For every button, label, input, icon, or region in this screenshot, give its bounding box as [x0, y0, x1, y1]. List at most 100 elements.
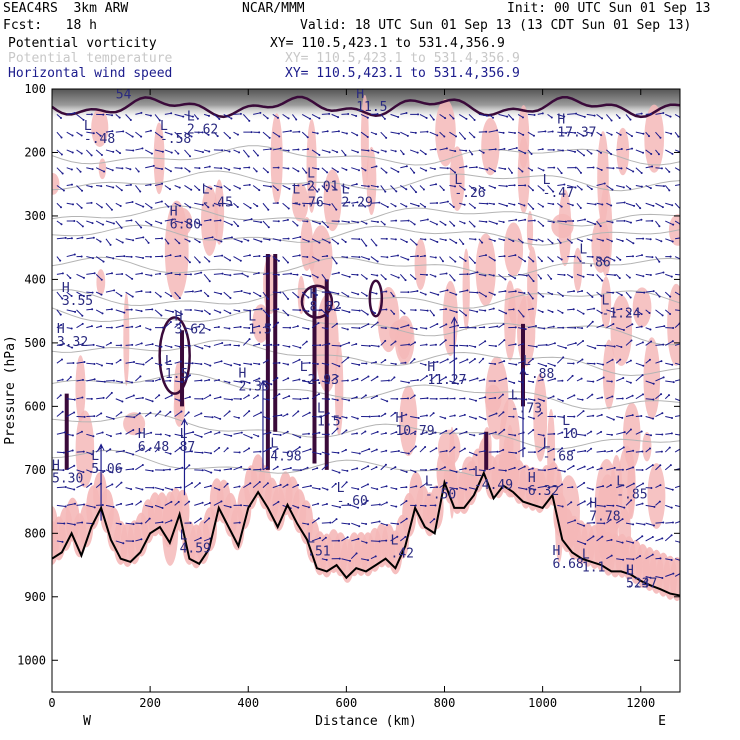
wind-vector	[458, 448, 466, 453]
wind-vector	[596, 274, 603, 281]
wind-vector	[655, 376, 664, 382]
wind-vector-head	[514, 254, 517, 257]
wind-vector	[242, 338, 250, 346]
wind-vector	[76, 343, 83, 346]
x-tick-label: 1200	[626, 696, 655, 710]
wind-vector	[351, 504, 359, 509]
wind-vector-head	[93, 272, 96, 275]
wind-vector	[596, 113, 603, 119]
wind-vector-head	[648, 447, 651, 450]
wind-vector-head	[581, 358, 584, 361]
wind-vector	[674, 558, 680, 561]
pv-fill-blob	[96, 269, 106, 296]
wind-vector-head	[610, 538, 613, 541]
wind-vector-head	[121, 324, 124, 327]
wind-vector	[56, 431, 66, 435]
wind-vector-head	[130, 255, 133, 258]
wind-vector-head	[148, 517, 151, 520]
wind-vector-head	[652, 417, 655, 420]
wind-vector	[655, 220, 660, 227]
extremum-value: -.85	[616, 487, 647, 502]
wind-vector	[635, 341, 644, 346]
wind-vector-head	[455, 357, 458, 360]
wind-vector-head	[209, 218, 212, 221]
wind-vector-head	[485, 254, 488, 257]
wind-vector	[557, 220, 566, 223]
wind-vector-head	[199, 537, 202, 540]
wind-vector-head	[481, 241, 484, 244]
wind-vector	[223, 468, 232, 471]
wind-vector-head	[661, 576, 664, 579]
wind-vector	[439, 113, 446, 119]
x-axis-ticks: 0 200 400 600 800 1000 1200	[48, 89, 655, 710]
wind-vector-head	[639, 207, 642, 210]
wind-vector-head	[384, 190, 387, 193]
wind-vector-head	[221, 254, 224, 257]
wind-vector	[341, 558, 351, 562]
wind-vector-head	[110, 391, 113, 394]
wind-vector	[86, 504, 95, 508]
wind-vector-head	[160, 136, 163, 139]
wind-vector-head	[366, 135, 369, 138]
wind-vector-head	[132, 467, 135, 470]
wind-vector	[360, 465, 369, 471]
wind-vector	[419, 202, 426, 208]
wind-vector	[655, 256, 660, 263]
extremum-value: 6.48	[138, 440, 169, 455]
wind-vector-head	[219, 311, 222, 314]
wind-vector-head	[515, 363, 518, 366]
wind-vector-head	[661, 314, 664, 317]
wind-vector	[135, 147, 143, 151]
wind-vector-head	[327, 433, 330, 436]
wind-vector-head	[297, 483, 300, 486]
wind-vector	[586, 308, 595, 311]
wind-vector-updraft-head	[259, 379, 267, 388]
wind-vector-head	[405, 165, 408, 168]
wind-vector	[468, 344, 476, 348]
wind-vector-head	[642, 151, 645, 154]
wind-vector	[390, 327, 398, 330]
pv-fill-blob	[546, 461, 561, 506]
wind-vector-head	[161, 168, 164, 171]
wind-vector-head	[564, 347, 567, 350]
wind-vector	[419, 149, 427, 155]
wind-vector	[184, 113, 194, 118]
wind-vector	[606, 291, 614, 294]
wind-vector-head	[288, 345, 291, 348]
wind-vector	[233, 326, 241, 329]
wind-vector-head	[286, 483, 289, 486]
wind-vector	[439, 272, 447, 275]
wind-vector	[567, 184, 576, 188]
wind-vectors	[56, 111, 680, 579]
wind-vector	[223, 131, 231, 139]
wind-vector-head	[230, 434, 233, 437]
wind-vector	[586, 220, 596, 225]
wind-vector-head	[552, 148, 555, 151]
wind-vector-head	[376, 430, 379, 433]
wind-vector-head	[385, 308, 388, 311]
wind-vector	[272, 256, 280, 262]
wind-vector-head	[122, 542, 125, 545]
wind-vector-head	[561, 379, 564, 382]
theta-contour	[52, 205, 680, 227]
wind-vector-head	[484, 309, 487, 312]
wind-vector-head	[150, 274, 153, 277]
wind-vector-head	[385, 237, 388, 240]
wind-vector	[184, 220, 192, 226]
wind-vector	[66, 450, 73, 453]
low-marker: L	[91, 449, 99, 464]
wind-vector-head	[604, 344, 607, 347]
wind-vector-head	[200, 363, 203, 366]
wind-vector	[478, 185, 485, 191]
wind-vector-head	[590, 500, 593, 503]
extremum-value: -.48	[84, 132, 115, 147]
x-tick-label: 200	[139, 696, 161, 710]
wind-vector	[517, 149, 526, 154]
wind-vector	[66, 487, 75, 490]
wind-vector-head	[554, 485, 557, 488]
wind-vector-head	[277, 308, 280, 311]
wind-vector-head	[99, 134, 102, 137]
wind-vector	[419, 375, 428, 382]
wind-vector-head	[102, 260, 105, 263]
wind-vector-head	[426, 218, 429, 221]
